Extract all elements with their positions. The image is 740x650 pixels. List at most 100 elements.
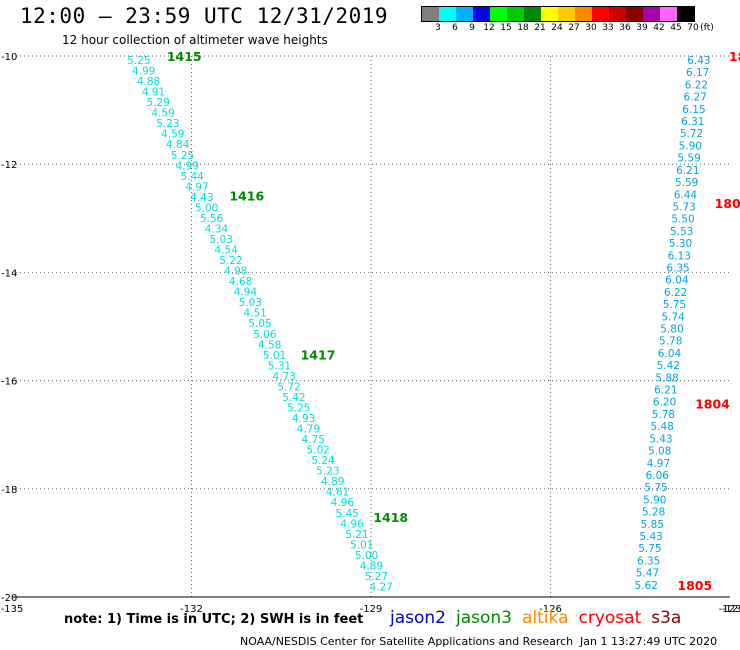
swh-value-jason3: 4.59 [151, 108, 174, 120]
swh-value-cryosat: 6.15 [682, 104, 705, 116]
swh-value-cryosat: 6.22 [685, 79, 708, 91]
legend-label-6: 6 [452, 23, 458, 33]
legend-swatch-42 [643, 7, 660, 21]
swh-value-cryosat: 5.75 [638, 543, 661, 555]
swh-value-jason3: 4.96 [331, 497, 355, 509]
swh-value-jason3: 5.31 [268, 360, 291, 372]
swh-value-cryosat: 6.17 [686, 67, 709, 79]
swh-value-jason3: 5.00 [355, 550, 378, 562]
color-scale-labels: 3 6 9 12 15 18 21 24 27 30 33 36 39 42 45 70 (ft) [421, 23, 740, 35]
swh-value-cryosat: 6.21 [676, 165, 699, 177]
y-tick-label: -20 [1, 593, 17, 604]
swh-value-cryosat: 5.47 [636, 568, 659, 580]
swh-value-jason3: 4.27 [369, 581, 392, 593]
swh-value-cryosat: 5.75 [644, 482, 667, 494]
y-tick-label: -18 [1, 485, 17, 496]
time-mark-cryosat: 1802 [729, 49, 740, 64]
swh-value-cryosat: 5.90 [643, 494, 666, 506]
swh-value-jason3: 5.45 [336, 508, 359, 520]
x-tick-label: -135 [1, 604, 24, 615]
swh-value-cryosat: 6.20 [653, 397, 676, 409]
legend-label-30: 30 [585, 23, 597, 33]
swh-value-jason3: 4.58 [258, 339, 281, 351]
legend-swatch-18 [507, 7, 524, 21]
chart-subtitle: 12 hour collection of altimeter wave hei… [62, 33, 328, 47]
swh-value-jason3: 4.68 [229, 276, 252, 288]
swh-value-cryosat: 5.80 [660, 324, 683, 336]
legend-label-36: 36 [619, 23, 631, 33]
legend-label-70: 70 [687, 23, 699, 33]
swh-value-jason3: 5.27 [365, 571, 388, 583]
x-tick-label: -12 [722, 604, 738, 615]
swh-value-cryosat: 6.13 [668, 250, 691, 262]
swh-value-jason3: 5.23 [156, 118, 179, 130]
swh-value-jason3: 4.79 [297, 424, 320, 436]
legend-swatch-24 [541, 7, 558, 21]
swh-value-jason3: 4.73 [273, 371, 296, 383]
legend-label-9: 9 [469, 23, 475, 33]
swh-value-jason3: 4.91 [142, 87, 165, 99]
legend-swatch-33 [592, 7, 609, 21]
swh-value-jason3: 5.00 [195, 202, 218, 214]
legend-swatch-45 [660, 7, 677, 21]
chart-title: 12:00 – 23:59 UTC 12/31/2019 [20, 4, 389, 28]
swh-value-cryosat: 6.35 [666, 262, 689, 274]
y-tick-label: -10 [1, 52, 17, 63]
legend-swatch-21 [524, 7, 541, 21]
swh-value-cryosat: 5.88 [655, 372, 678, 384]
swh-value-jason3: 4.59 [161, 129, 184, 141]
swh-value-jason3: 4.99 [176, 160, 199, 172]
swh-value-cryosat: 6.04 [658, 348, 682, 360]
swh-value-cryosat: 5.08 [648, 446, 671, 458]
swh-value-jason3: 5.25 [171, 150, 194, 162]
swh-value-jason3: 5.01 [350, 539, 373, 551]
swh-value-cryosat: 6.43 [687, 55, 710, 67]
legend-swatch-27 [558, 7, 575, 21]
swh-value-cryosat: 5.48 [650, 421, 673, 433]
swh-value-jason3: 5.25 [287, 402, 310, 414]
swh-value-jason3: 4.43 [190, 192, 213, 204]
swh-value-jason3: 4.97 [185, 181, 208, 193]
legend-swatch-36 [609, 7, 626, 21]
satellite-legend-cryosat: cryosat [578, 608, 642, 628]
swh-value-jason3: 4.88 [137, 76, 160, 88]
swh-value-cryosat: 5.42 [657, 360, 680, 372]
swh-value-jason3: 4.75 [302, 434, 325, 446]
swh-value-cryosat: 6.06 [646, 470, 670, 482]
legend-label-27: 27 [568, 23, 580, 33]
swh-value-jason3: 4.96 [340, 518, 364, 530]
time-mark-cryosat: 1805 [677, 578, 712, 593]
legend-label-24: 24 [551, 23, 563, 33]
legend-label-42: 42 [653, 23, 665, 33]
x-tick-label: -129 [360, 604, 383, 615]
swh-value-cryosat: 5.59 [677, 153, 700, 165]
swh-value-cryosat: 6.31 [681, 116, 704, 128]
swh-value-jason3: 4.34 [205, 223, 229, 235]
satellite-legend: jason2 jason3 altika cryosat s3a [390, 608, 691, 628]
legend-label-12: 12 [483, 23, 495, 33]
legend-label-21: 21 [534, 23, 546, 33]
satellite-legend-altika: altika [522, 608, 569, 628]
legend-label-39: 39 [636, 23, 648, 33]
swh-value-jason3: 5.22 [219, 255, 242, 267]
swh-value-cryosat: 6.04 [665, 275, 689, 287]
swh-value-cryosat: 5.59 [675, 177, 698, 189]
color-scale-legend [421, 6, 695, 22]
y-tick-label: -14 [1, 268, 17, 279]
swh-value-cryosat: 5.53 [670, 226, 693, 238]
swh-value-jason3: 5.72 [277, 381, 300, 393]
swh-value-cryosat: 5.85 [641, 519, 664, 531]
footer-note: note: 1) Time is in UTC; 2) SWH is in fe… [64, 612, 364, 627]
swh-value-cryosat: 6.27 [684, 92, 707, 104]
legend-label-33: 33 [602, 23, 614, 33]
swh-value-jason3: 5.03 [239, 297, 262, 309]
swh-value-cryosat: 5.78 [659, 336, 682, 348]
x-tick-label: -123 [719, 604, 740, 615]
legend-swatch-30 [575, 7, 592, 21]
legend-unit: (ft) [700, 23, 714, 33]
legend-swatch-3 [422, 7, 439, 21]
swh-value-jason3: 5.25 [127, 55, 150, 67]
swh-value-cryosat: 5.90 [679, 140, 702, 152]
legend-swatch-12 [473, 7, 490, 21]
legend-label-45: 45 [670, 23, 682, 33]
